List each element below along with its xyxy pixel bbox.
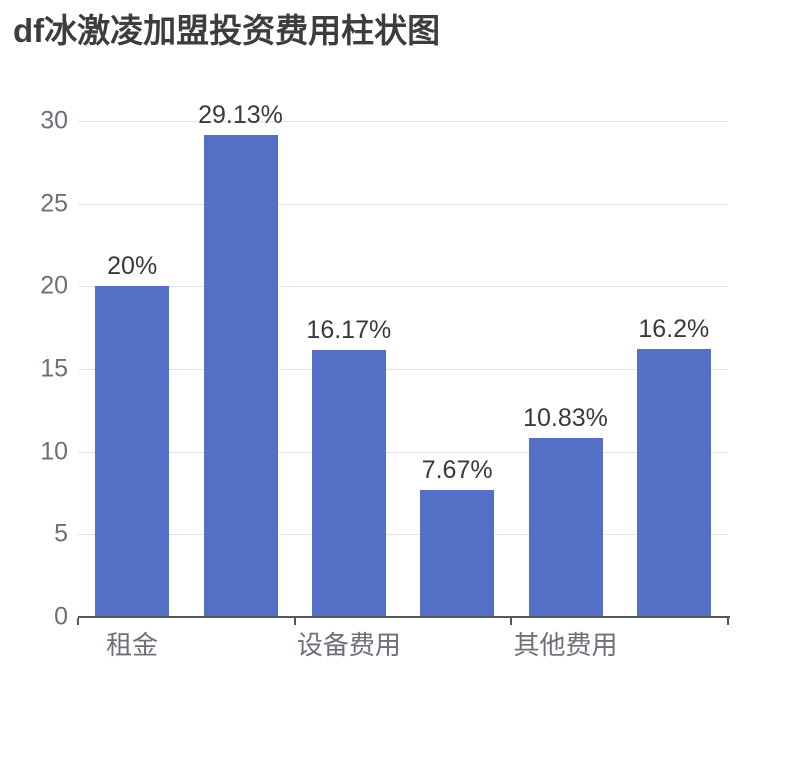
y-gridline [78,121,728,122]
x-axis-category-label: 租金 [106,630,159,660]
y-axis-tick-label: 10 [40,437,68,466]
y-axis-tick-label: 25 [40,189,68,218]
x-axis-category-label: 设备费用 [296,630,401,660]
x-axis-tick [727,618,729,625]
y-gridline [78,451,728,453]
y-gridline [78,534,728,536]
bar-其他费用-4[interactable] [528,437,603,617]
x-axis-tick [293,618,296,625]
x-axis-tick [77,618,79,625]
bar-value-label: 20% [107,252,158,281]
y-axis-tick-label: 0 [54,602,68,631]
y-gridline [78,203,728,205]
y-axis-tick-label: 20 [40,271,68,300]
y-axis-tick-label: 5 [54,519,68,548]
bar-租金-1[interactable] [203,135,278,617]
bar-value-label: 16.17% [306,315,392,344]
x-axis-line [78,616,730,618]
y-axis-tick-label: 30 [40,106,68,135]
y-gridline [78,286,728,288]
bar-value-label: 16.2% [638,315,710,344]
x-axis-tick [510,618,513,625]
bar-设备费用-3[interactable] [420,490,495,617]
chart-title: df冰激凌加盟投资费用柱状图 [13,12,441,49]
bar-租金-0[interactable] [95,286,170,617]
y-axis-tick-label: 15 [40,354,68,383]
x-axis-category-label: 其他费用 [513,630,618,660]
bar-value-label: 7.67% [421,456,493,485]
y-gridline [78,369,728,370]
bar-value-label: 10.83% [523,403,608,432]
bar-设备费用-2[interactable] [311,349,386,617]
bar-value-label: 29.13% [198,101,283,130]
bar-其他费用-5[interactable] [636,349,711,617]
